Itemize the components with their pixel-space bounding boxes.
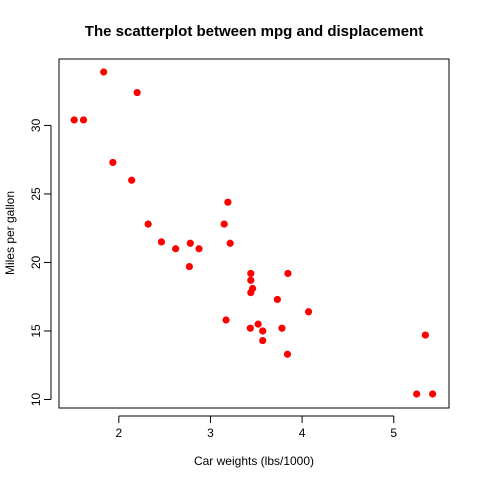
data-point	[421, 331, 429, 339]
y-tick-label: 30	[29, 118, 43, 132]
data-point	[144, 220, 152, 228]
y-axis-label: Miles per gallon	[3, 191, 17, 275]
data-point	[157, 238, 166, 246]
data-point	[304, 308, 313, 316]
y-tick-label: 25	[29, 187, 43, 201]
data-point	[259, 327, 267, 335]
x-axis-label: Car weights (lbs/1000)	[194, 454, 314, 468]
chart-title: The scatterplot between mpg and displace…	[85, 23, 423, 40]
data-point	[246, 324, 254, 332]
data-point	[247, 289, 255, 297]
data-points	[70, 68, 437, 398]
data-point	[128, 176, 136, 184]
data-point	[100, 68, 108, 76]
data-point	[226, 239, 234, 247]
x-tick-label: 3	[207, 426, 214, 440]
data-point	[429, 390, 437, 398]
data-point	[133, 88, 141, 97]
data-point	[70, 116, 78, 124]
x-tick-label: 5	[390, 426, 397, 440]
data-point	[254, 320, 262, 328]
data-point	[185, 262, 193, 271]
x-axis: 2 3 4 5	[115, 415, 397, 440]
data-point	[222, 316, 230, 324]
data-point	[220, 220, 228, 228]
data-point	[413, 390, 421, 398]
data-point	[195, 245, 203, 253]
data-point	[79, 116, 88, 124]
data-point	[247, 269, 255, 278]
data-point	[247, 276, 255, 284]
data-point	[224, 198, 232, 206]
y-tick-label: 20	[29, 255, 43, 269]
y-tick-label: 10	[29, 392, 43, 406]
data-point	[278, 324, 286, 332]
data-point	[259, 336, 267, 345]
x-tick-label: 2	[115, 426, 122, 440]
plot-frame	[58, 58, 450, 409]
data-point	[284, 269, 292, 278]
data-point	[273, 295, 281, 304]
y-axis: 10 15 20 25 30	[29, 118, 52, 406]
data-point	[172, 245, 180, 253]
x-tick-label: 4	[299, 426, 306, 440]
data-point	[186, 239, 194, 247]
data-point	[109, 158, 117, 167]
y-tick-label: 15	[29, 324, 43, 338]
data-point	[283, 350, 292, 358]
